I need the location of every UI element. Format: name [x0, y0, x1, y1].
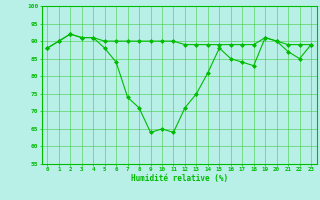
- X-axis label: Humidité relative (%): Humidité relative (%): [131, 174, 228, 183]
